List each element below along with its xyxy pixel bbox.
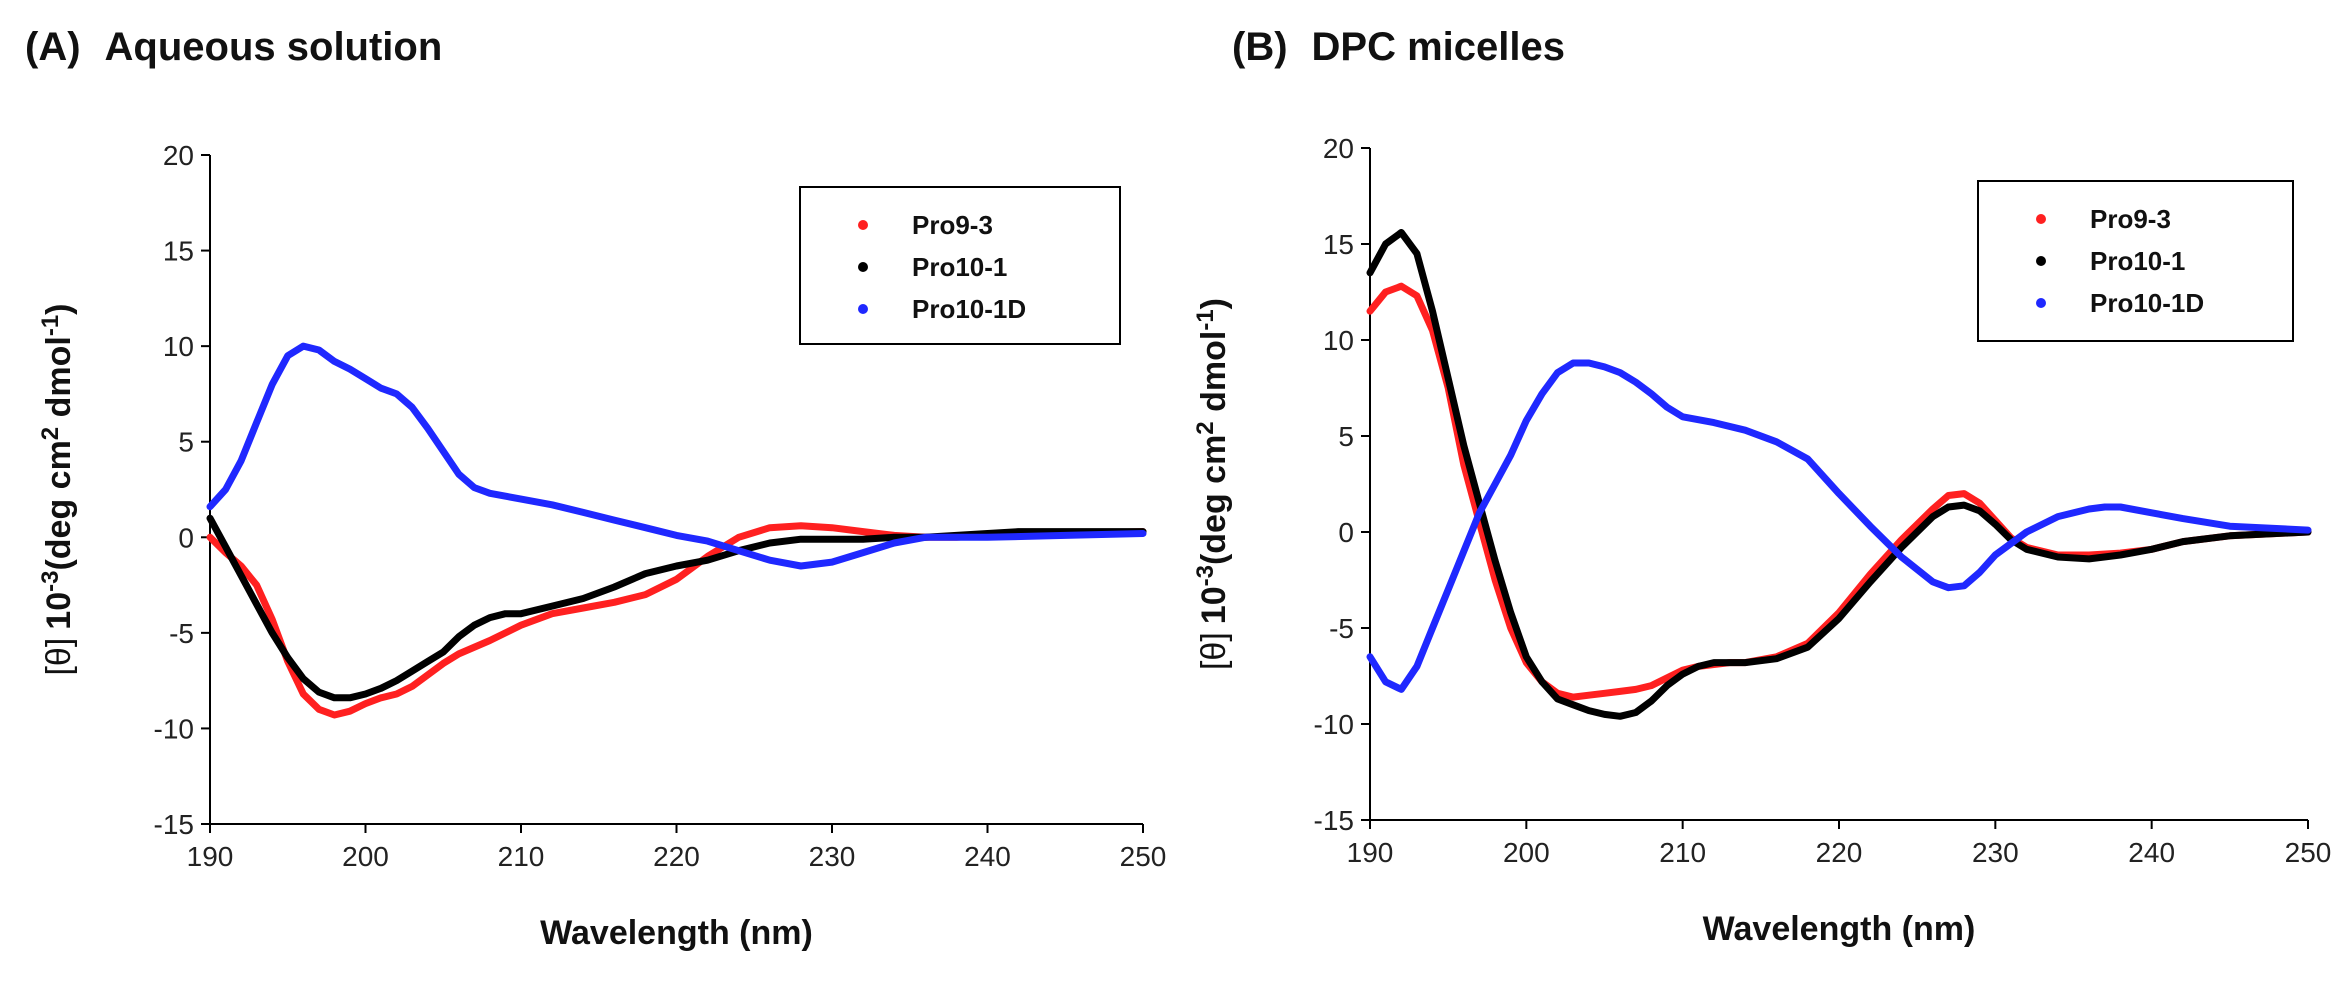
- series-line-pro10-1: [206, 514, 1147, 702]
- x-tick-label: 240: [2128, 837, 2175, 868]
- y-tick-label: 5: [1338, 421, 1354, 452]
- legend: Pro9-3 Pro10-1 Pro10-1D: [1977, 180, 2294, 342]
- panel-label: (B): [1232, 25, 1288, 69]
- legend-label: Pro10-1D: [912, 294, 1026, 324]
- legend-marker: [2036, 214, 2046, 224]
- x-axis-title: Wavelength (nm): [1703, 910, 1976, 948]
- x-tick-label: 210: [498, 841, 545, 872]
- panel-title-text: Aqueous solution: [105, 25, 443, 69]
- y-axis-title-part: -1: [37, 315, 64, 336]
- y-tick-label: -10: [1314, 709, 1354, 740]
- y-axis-title-part: (deg cm: [1195, 435, 1233, 565]
- y-tick-label: 15: [1323, 229, 1354, 260]
- y-axis-title-part: 10: [1195, 586, 1233, 624]
- y-tick-label: 0: [178, 522, 194, 553]
- y-axis-title-part: (deg cm: [40, 440, 78, 570]
- y-axis-title-part: -3: [37, 571, 64, 592]
- y-tick-label: -5: [169, 618, 194, 649]
- legend: Pro9-3 Pro10-1 Pro10-1D: [799, 186, 1121, 345]
- x-tick-label: 210: [1659, 837, 1706, 868]
- panel-title-text: DPC micelles: [1312, 25, 1565, 69]
- legend-label: Pro10-1: [912, 252, 1007, 282]
- y-tick-label: 5: [178, 427, 194, 458]
- series-line-pro10-1d: [206, 342, 1147, 570]
- x-tick-label: 250: [1120, 841, 1167, 872]
- y-axis-title-part: dmol: [1195, 331, 1233, 422]
- legend-label: Pro10-1D: [2090, 288, 2204, 318]
- x-tick-label: 230: [1972, 837, 2019, 868]
- panel-title: (A) Aqueous solution: [25, 25, 442, 69]
- y-tick-label: 20: [1323, 133, 1354, 164]
- y-tick-label: 10: [1323, 325, 1354, 356]
- legend-marker: [2036, 298, 2046, 308]
- y-axis-title-part: 2: [37, 427, 64, 440]
- panel-a: (A) Aqueous solution -15 -10 -5 0 5 10 15 20 190 20…: [25, 25, 1166, 952]
- legend-marker: [858, 220, 868, 230]
- legend-marker: [858, 304, 868, 314]
- x-axis-title: Wavelength (nm): [540, 914, 813, 952]
- x-tick-label: 240: [964, 841, 1011, 872]
- y-axis-title: [θ] 10-3(deg cm2 dmol-1): [1192, 298, 1233, 670]
- legend-label: Pro9-3: [912, 210, 993, 240]
- y-axis-title-part: 2: [1192, 421, 1219, 434]
- legend-label: Pro9-3: [2090, 204, 2171, 234]
- legend-marker: [2036, 256, 2046, 266]
- y-axis-title: [θ] 10-3(deg cm2 dmol-1): [37, 303, 78, 675]
- y-tick-label: 10: [163, 331, 194, 362]
- y-tick-label: -5: [1329, 613, 1354, 644]
- y-axis-title-part: ): [40, 303, 78, 314]
- y-tick-label: -15: [154, 809, 194, 840]
- y-axis-title-part: -1: [1192, 309, 1219, 330]
- y-axis-title-part: -3: [1192, 565, 1219, 586]
- x-tick-label: 220: [653, 841, 700, 872]
- y-axis-title-part: [θ]: [40, 638, 78, 676]
- y-tick-label: 0: [1338, 517, 1354, 548]
- x-tick-label: 250: [2285, 837, 2332, 868]
- panel-title: (B) DPC micelles: [1232, 25, 1565, 69]
- panel-label: (A): [25, 25, 81, 69]
- legend-label: Pro10-1: [2090, 246, 2185, 276]
- x-tick-label: 190: [187, 841, 234, 872]
- x-tick-label: 190: [1347, 837, 1394, 868]
- y-tick-label: -10: [154, 713, 194, 744]
- series-line-pro9-3: [206, 522, 1147, 719]
- y-axis-title-part: 10: [40, 592, 78, 630]
- y-tick-label: -15: [1314, 805, 1354, 836]
- x-tick-label: 230: [809, 841, 856, 872]
- series-line-pro10-1d: [1366, 359, 2312, 693]
- x-tick-label: 220: [1816, 837, 1863, 868]
- y-axis-title-part: dmol: [40, 336, 78, 427]
- legend-box: [799, 186, 1121, 345]
- x-tick-label: 200: [342, 841, 389, 872]
- legend-box: [1977, 180, 2294, 342]
- x-tick-label: 200: [1503, 837, 1550, 868]
- y-axis-title-part: [θ]: [1195, 632, 1233, 670]
- legend-marker: [858, 262, 868, 272]
- y-tick-label: 20: [163, 140, 194, 171]
- y-axis-title-part: ): [1195, 298, 1233, 309]
- y-tick-label: 15: [163, 236, 194, 267]
